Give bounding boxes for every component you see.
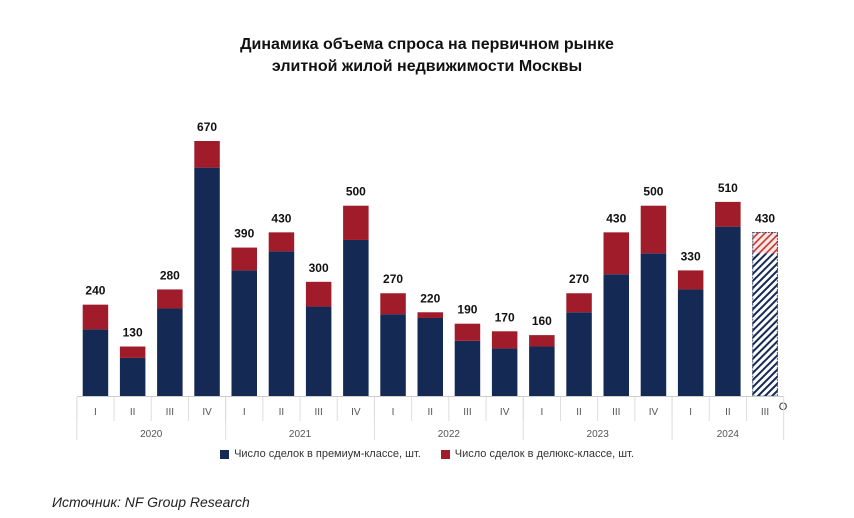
data-label: 430 — [755, 211, 775, 225]
x-tick-label: III — [612, 407, 620, 418]
year-label: 2020 — [140, 429, 163, 440]
source-note: Источник: NF Group Research — [52, 494, 250, 510]
bar-deluxe — [119, 346, 146, 358]
x-tick-label: III — [761, 407, 769, 418]
data-label: 160 — [532, 314, 552, 328]
stacked-bar-chart: 240 130 280 670 390 430 300 500 270 220 190 170 160 2… — [76, 120, 788, 440]
bar-deluxe — [194, 141, 220, 168]
bar-premium — [417, 317, 443, 396]
bar-deluxe — [454, 323, 481, 341]
x-tick-label: III — [166, 407, 174, 418]
legend-label-premium: Число сделок в премиум-классе, шт. — [234, 448, 421, 460]
x-tick-label: III — [314, 407, 322, 418]
bar-premium — [529, 346, 555, 396]
x-tick-label: IV — [500, 407, 510, 418]
data-label: 390 — [234, 227, 254, 241]
x-tick-label: II — [130, 407, 136, 418]
data-label: 270 — [383, 272, 403, 286]
bar-deluxe — [157, 289, 183, 309]
x-tick-label: I — [243, 407, 246, 418]
bar-premium — [380, 314, 406, 396]
data-label: 190 — [457, 303, 477, 317]
data-label: 500 — [346, 185, 366, 199]
legend-item-deluxe: Число сделок в делюкс-классе, шт. — [440, 448, 634, 460]
data-label: 170 — [495, 310, 515, 324]
bar-premium — [268, 251, 295, 396]
data-label: 280 — [160, 268, 180, 282]
bar-deluxe — [752, 232, 778, 254]
bar-premium — [343, 239, 369, 396]
x-tick-label: I — [392, 407, 395, 418]
bar-premium — [715, 226, 741, 396]
bar-premium — [305, 306, 332, 396]
bar-deluxe — [603, 232, 629, 275]
bar-deluxe — [305, 281, 332, 307]
bar-premium — [82, 329, 109, 396]
bar-deluxe — [380, 293, 406, 315]
x-tick-label: I — [94, 407, 97, 418]
bar-premium — [157, 308, 183, 396]
data-label: 670 — [197, 120, 217, 134]
year-label: 2023 — [587, 429, 610, 440]
bar-forecast-outline — [752, 231, 778, 397]
bar-premium — [454, 340, 481, 396]
bar-deluxe — [566, 293, 592, 313]
bar-premium — [603, 274, 629, 396]
x-tick-label: IV — [649, 407, 659, 418]
legend-item-premium: Число сделок в премиум-классе, шт. — [220, 448, 421, 460]
x-tick-label: I — [689, 407, 692, 418]
bar-deluxe — [231, 247, 257, 271]
bar-premium — [491, 348, 518, 396]
data-label: 500 — [643, 185, 663, 199]
bar-premium — [231, 270, 257, 396]
bar-premium — [752, 253, 778, 396]
year-label: 2021 — [289, 429, 312, 440]
data-label: 240 — [85, 284, 105, 298]
legend-label-deluxe: Число сделок в делюкс-классе, шт. — [454, 448, 634, 460]
data-label: 510 — [718, 181, 738, 195]
year-label: 2024 — [717, 429, 740, 440]
legend-swatch-deluxe — [440, 449, 450, 459]
x-tick-label: IV — [202, 407, 212, 418]
bar-premium — [640, 253, 667, 396]
x-tick-label: IV — [351, 407, 361, 418]
year-label: 2022 — [438, 429, 461, 440]
bar-premium — [194, 167, 220, 396]
bar-deluxe — [343, 205, 369, 240]
legend: Число сделок в премиум-классе, шт. Число… — [0, 448, 854, 460]
bar-deluxe — [529, 335, 555, 347]
data-label: 220 — [420, 291, 440, 305]
bar-deluxe — [417, 312, 443, 318]
data-label: 270 — [569, 272, 589, 286]
bar-deluxe — [491, 331, 518, 349]
data-label: 330 — [681, 249, 701, 263]
bar-premium — [119, 357, 146, 396]
x-tick-label: II — [427, 407, 433, 418]
bar-premium — [677, 289, 704, 396]
x-tick-label: II — [279, 407, 285, 418]
bar-premium — [566, 312, 592, 396]
title-line-2: элитной жилой недвижимости Москвы — [271, 58, 583, 75]
bar-deluxe — [715, 201, 741, 227]
x-tick-label: III — [463, 407, 471, 418]
data-label: 300 — [309, 261, 329, 275]
bar-deluxe — [677, 270, 704, 290]
legend-swatch-premium — [220, 449, 230, 459]
data-label: 430 — [606, 211, 626, 225]
bar-deluxe — [640, 205, 667, 254]
chart-title: Динамика объема спроса на первичном рынк… — [0, 34, 854, 78]
x-tick-label: I — [540, 407, 543, 418]
data-label: 430 — [271, 211, 291, 225]
title-line-1: Динамика объема спроса на первичном рынк… — [240, 36, 614, 53]
data-label: 130 — [123, 326, 143, 340]
x-tick-label: II — [576, 407, 582, 418]
bar-deluxe — [268, 232, 295, 252]
bar-deluxe — [82, 304, 109, 330]
x-tick-label: II — [725, 407, 731, 418]
